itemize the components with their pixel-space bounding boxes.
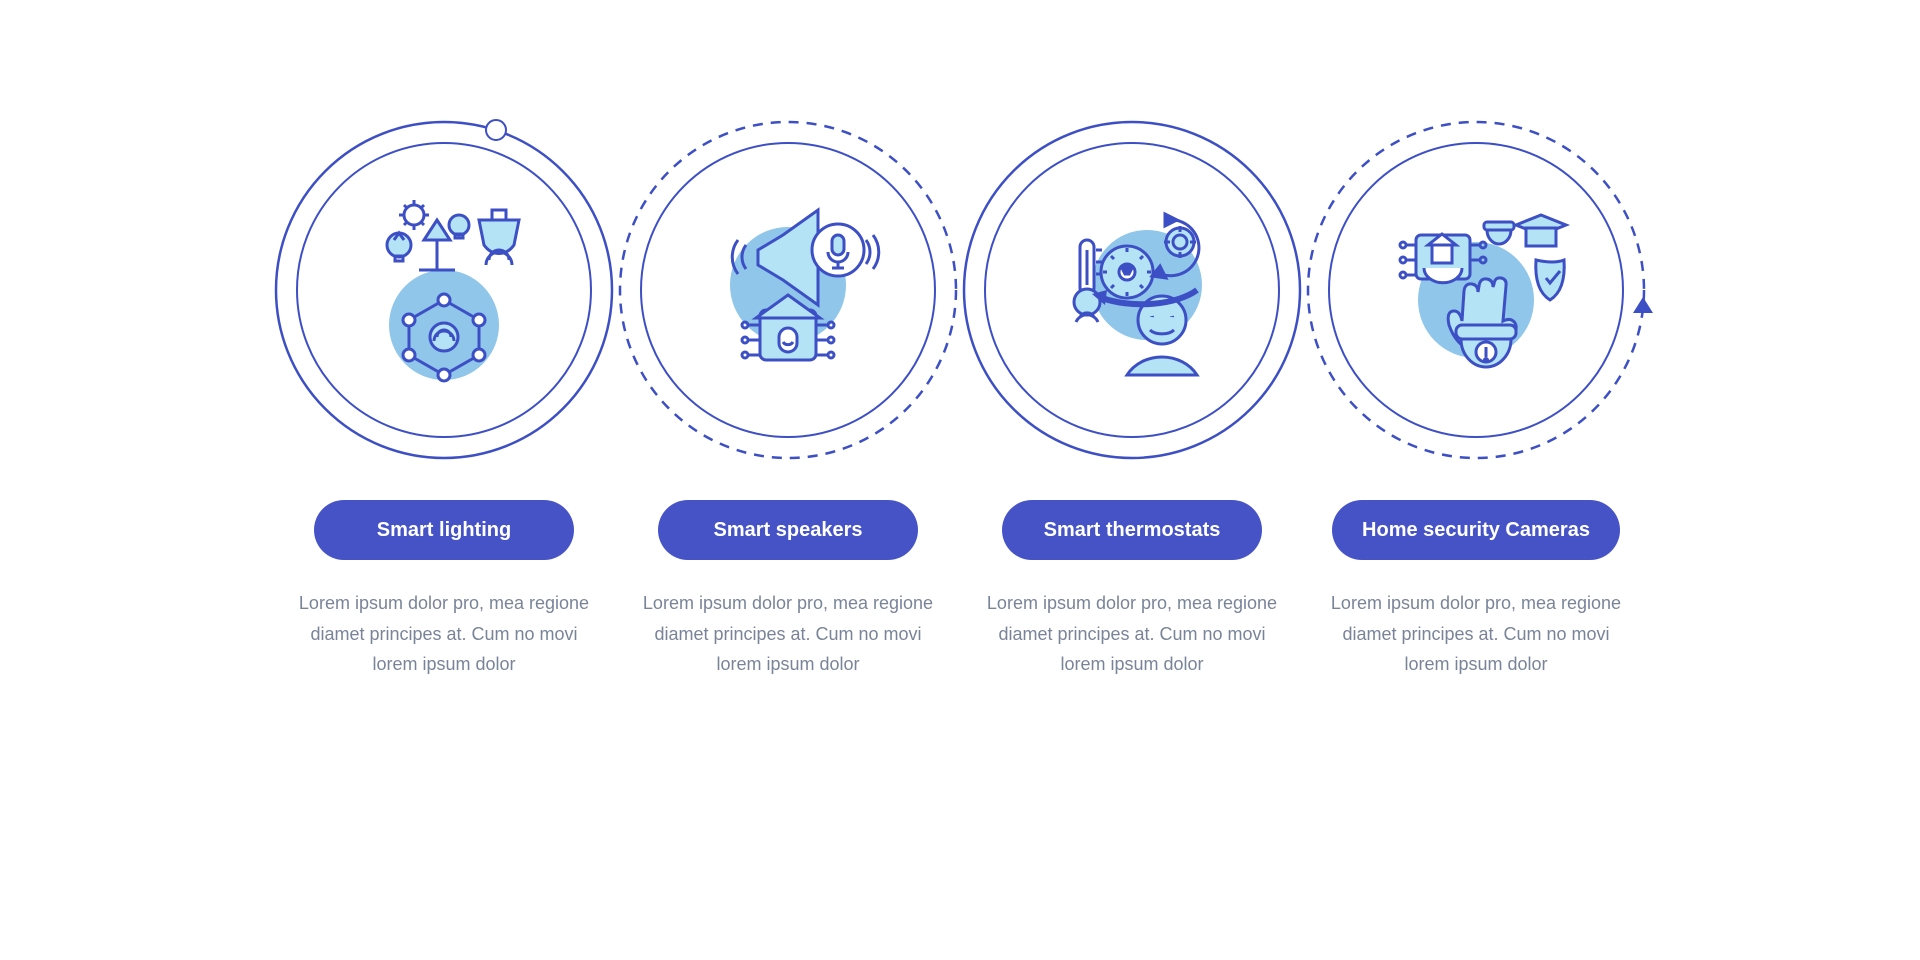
- cards-row: Smart lighting Lorem ipsum dolor pro, mea…: [0, 120, 1920, 680]
- path-start-dot: [485, 119, 507, 141]
- card-lighting: Smart lighting Lorem ipsum dolor pro, mea…: [264, 120, 624, 680]
- title-pill-security: Home security Cameras: [1332, 500, 1620, 560]
- description-speakers: Lorem ipsum dolor pro, mea regione diame…: [638, 588, 938, 680]
- circle-speakers: [618, 120, 958, 460]
- thermostats-icon: [1032, 190, 1232, 390]
- card-security: Home security Cameras Lorem ipsum dolor p…: [1296, 120, 1656, 680]
- security-icon: [1376, 190, 1576, 390]
- card-speakers: Smart speakers Lorem ipsum dolor pro, mea…: [608, 120, 968, 680]
- card-thermostats: Smart thermostats Lorem ipsum dolor pro, …: [952, 120, 1312, 680]
- inner-circle: [1328, 142, 1624, 438]
- title-pill-thermostats: Smart thermostats: [1002, 500, 1262, 560]
- infographic-stage: Smart lighting Lorem ipsum dolor pro, mea…: [0, 0, 1920, 960]
- circle-security: [1306, 120, 1646, 460]
- inner-circle: [984, 142, 1280, 438]
- circle-lighting: [274, 120, 614, 460]
- inner-circle: [296, 142, 592, 438]
- inner-circle: [640, 142, 936, 438]
- description-thermostats: Lorem ipsum dolor pro, mea regione diame…: [982, 588, 1282, 680]
- title-pill-speakers: Smart speakers: [658, 500, 918, 560]
- description-security: Lorem ipsum dolor pro, mea regione diame…: [1326, 588, 1626, 680]
- description-lighting: Lorem ipsum dolor pro, mea regione diame…: [294, 588, 594, 680]
- path-end-arrow: [1633, 297, 1653, 313]
- speakers-icon: [688, 190, 888, 390]
- title-pill-lighting: Smart lighting: [314, 500, 574, 560]
- lighting-icon: [344, 190, 544, 390]
- circle-thermostats: [962, 120, 1302, 460]
